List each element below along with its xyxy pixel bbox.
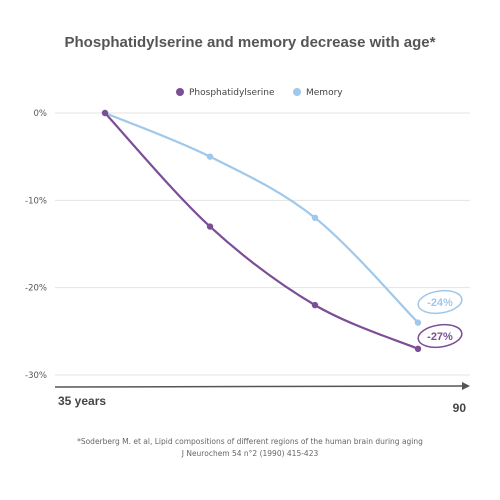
x-axis-line — [54, 385, 465, 388]
footnote-line-1: *Soderberg M. et al, Lipid compositions … — [77, 437, 423, 446]
chart-title: Phosphatidylserine and memory decrease w… — [65, 34, 436, 51]
memory-end-label-outline — [417, 289, 463, 315]
legend-marker-memory — [293, 88, 301, 96]
x-axis: 35 years 90 — [54, 382, 470, 415]
phosphatidylserine-point — [414, 345, 422, 352]
memory-point — [206, 153, 214, 160]
footnote: *Soderberg M. et al, Lipid compositions … — [77, 437, 423, 458]
memory-line — [103, 111, 420, 324]
memory-point — [311, 214, 319, 221]
phosphatidylserine-end-label: -27% — [427, 331, 453, 343]
phosphatidylserine-point — [206, 223, 214, 230]
x-axis-end-label: 90 — [453, 401, 467, 415]
legend-label-memory: Memory — [306, 88, 343, 98]
y-tick-label: 0% — [34, 109, 48, 119]
phosphatidylserine-point — [101, 109, 109, 117]
phosphatidylserine-end-label-outline — [417, 323, 463, 349]
legend-label-phosphatidylserine: Phosphatidylserine — [189, 88, 275, 98]
series — [101, 109, 422, 352]
end-labels: -24% -27% — [417, 289, 463, 349]
y-tick-label: -20% — [25, 284, 47, 294]
y-tick-labels: 0% -10% -20% -30% — [25, 109, 47, 381]
phosphatidylserine-line — [103, 111, 420, 350]
x-axis-start-label: 35 years — [58, 394, 106, 408]
memory-end-label: -24% — [427, 297, 453, 309]
footnote-line-2: J Neurochem 54 n°2 (1990) 415-423 — [181, 449, 319, 458]
x-axis-arrowhead — [462, 382, 470, 390]
gridlines — [55, 112, 470, 376]
memory-point — [414, 319, 422, 326]
y-tick-label: -30% — [25, 371, 47, 381]
legend: Phosphatidylserine Memory — [176, 88, 343, 98]
y-tick-label: -10% — [25, 196, 47, 206]
legend-marker-phosphatidylserine — [176, 88, 184, 96]
phosphatidylserine-point — [311, 301, 319, 309]
